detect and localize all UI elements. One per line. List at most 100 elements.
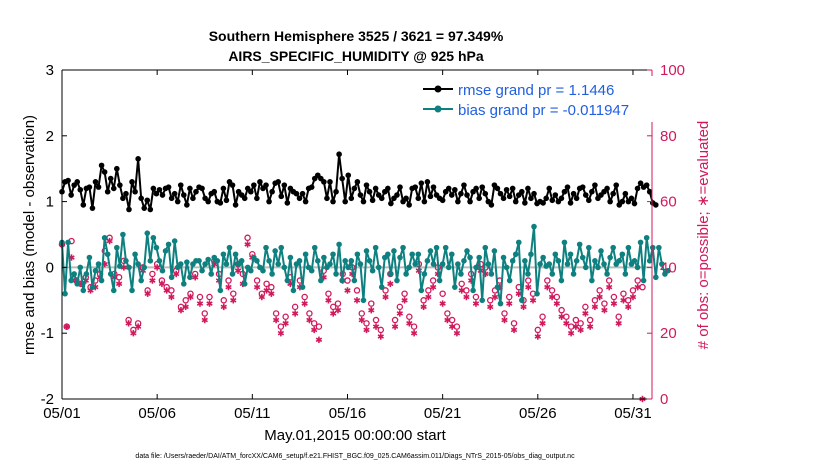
rmse-point (190, 195, 196, 202)
rmse-point (120, 195, 126, 202)
rmse-point (251, 182, 257, 188)
obs-possible-marker (472, 293, 480, 301)
obs-evaluated-marker (130, 330, 137, 337)
rmse-point (552, 192, 559, 198)
rmse-point (363, 182, 370, 188)
bias-point (308, 267, 315, 274)
y-tick-label: 3 (46, 62, 54, 79)
obs-possible-marker (634, 277, 641, 284)
obs-evaluated-marker (548, 293, 556, 301)
obs-evaluated-marker (506, 300, 513, 307)
bias-point (625, 244, 632, 251)
obs-possible-marker (244, 234, 251, 242)
bias-point (101, 234, 108, 241)
bias-point (631, 258, 638, 264)
rmse-point (503, 186, 510, 193)
obs-possible-marker (325, 290, 332, 297)
rmse-point (223, 197, 230, 204)
bias-point (184, 259, 190, 265)
obs-evaluated-marker (225, 283, 232, 291)
rmse-point (607, 198, 613, 205)
obs-evaluated-stroke (263, 288, 270, 293)
rmse-point (610, 190, 616, 197)
obs-possible-marker (396, 303, 404, 311)
obs-evaluated-marker (234, 267, 242, 274)
obs-possible-marker (577, 320, 584, 327)
bias-point (509, 258, 516, 264)
obs-evaluated-marker (353, 297, 361, 304)
bias-point (653, 274, 659, 281)
obs-possible-marker (453, 323, 461, 330)
bias-point (147, 258, 154, 264)
obs-evaluated-marker (544, 283, 551, 291)
rmse-point (333, 188, 339, 195)
obs-evaluated-stroke (406, 321, 413, 326)
obs-possible-marker (263, 280, 270, 288)
obs-evaluated-stroke (277, 330, 285, 336)
obs-possible-marker (168, 287, 175, 294)
rmse-point (199, 185, 205, 192)
rmse-point (567, 200, 574, 206)
bias-point (74, 281, 81, 287)
legend-bias-label: bias grand pr = -0.011947 (458, 102, 629, 119)
rmse-point (184, 202, 190, 208)
obs-possible-marker (310, 320, 318, 327)
obs-evaluated-stroke (420, 304, 427, 310)
obs-evaluated-stroke (558, 314, 565, 320)
rmse-point (211, 188, 218, 195)
obs-evaluated-stroke (539, 321, 546, 326)
bias-point (92, 267, 99, 274)
bias-point (238, 258, 245, 264)
bias-point (159, 267, 166, 274)
obs-evaluated-marker (244, 241, 251, 248)
obs-evaluated-marker (187, 293, 194, 301)
obs-evaluated-stroke (472, 301, 480, 306)
obs-evaluated-marker (334, 306, 342, 314)
rmse-point (144, 197, 151, 204)
obs-evaluated-stroke (463, 294, 470, 300)
bias-point (333, 271, 339, 277)
bias-point (610, 244, 616, 251)
rmse-point (646, 188, 653, 195)
chart-title: Southern Hemisphere 3525 / 3621 = 97.349… (209, 28, 504, 44)
bias-point (418, 287, 425, 294)
obs-evaluated-marker (425, 293, 432, 301)
bias-point (592, 258, 598, 264)
bias-point (567, 251, 574, 258)
bias-point (397, 254, 403, 261)
rmse-point (220, 185, 227, 192)
rmse-point (522, 200, 528, 206)
obs-evaluated-stroke (130, 330, 137, 336)
rmse-point (479, 184, 486, 190)
obs-evaluated-marker (410, 330, 418, 337)
rmse-point (415, 195, 422, 202)
bias-point (461, 258, 467, 264)
obs-evaluated-marker (429, 283, 437, 291)
obs-evaluated-stroke (401, 298, 408, 303)
obs-evaluated-stroke (453, 330, 461, 336)
rmse-point (159, 192, 166, 198)
obs-evaluated-stroke (344, 288, 351, 293)
obs-possible-marker (615, 313, 622, 320)
bias-point (512, 251, 519, 258)
rmse-point (86, 184, 93, 190)
bias-point (506, 277, 513, 284)
rmse-point (339, 175, 345, 182)
x-tick-label: 05/26 (519, 405, 557, 422)
obs-evaluated-marker (582, 310, 589, 317)
rmse-point (622, 190, 629, 197)
y2-tick-label: 80 (660, 128, 677, 145)
bias-point (646, 258, 653, 264)
obs-evaluated-marker (301, 300, 308, 307)
bias-point (232, 251, 239, 258)
obs-evaluated-marker (529, 297, 537, 304)
obs-evaluated-marker (525, 283, 532, 291)
obs-evaluated-marker (472, 300, 480, 307)
rmse-point (570, 190, 577, 197)
rmse-point (275, 179, 282, 185)
bias-point (491, 248, 498, 254)
bias-point (561, 239, 568, 246)
rmse-point (241, 195, 248, 202)
bias-point (455, 261, 461, 267)
bias-point (296, 258, 303, 264)
